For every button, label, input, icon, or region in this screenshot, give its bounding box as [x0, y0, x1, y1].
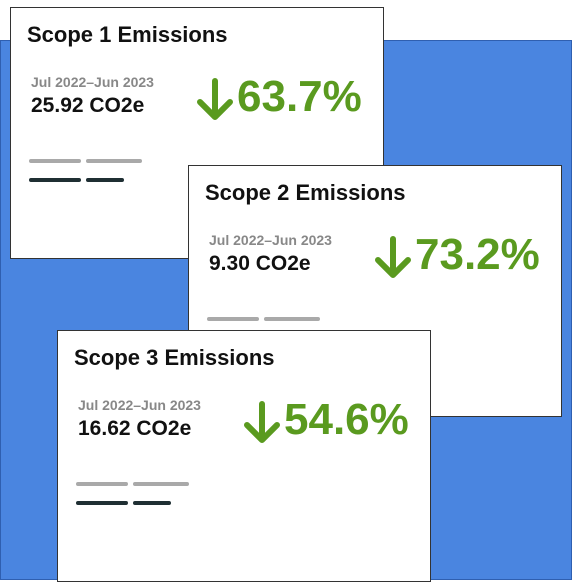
- period-label: Jul 2022–Jun 2023: [31, 74, 154, 90]
- placeholder-line: [29, 178, 81, 182]
- period-label: Jul 2022–Jun 2023: [209, 232, 332, 248]
- placeholder-line: [133, 501, 171, 505]
- metric-card: Scope 3 Emissions Jul 2022–Jun 2023 16.62 …: [57, 330, 431, 582]
- card-title: Scope 2 Emissions: [205, 180, 406, 205]
- period-label: Jul 2022–Jun 2023: [78, 397, 201, 413]
- change-percent: 63.7%: [237, 72, 362, 121]
- down-arrow-icon: [373, 236, 413, 285]
- emissions-value: 9.30 CO2e: [209, 252, 311, 275]
- down-arrow-icon: [242, 401, 282, 450]
- placeholder-line: [207, 317, 259, 321]
- change-percent: 54.6%: [284, 395, 409, 444]
- card-title: Scope 3 Emissions: [74, 345, 275, 370]
- emissions-value: 16.62 CO2e: [78, 417, 192, 440]
- placeholder-line: [76, 482, 128, 486]
- card-title: Scope 1 Emissions: [27, 22, 228, 47]
- emissions-value: 25.92 CO2e: [31, 94, 145, 117]
- placeholder-line: [86, 178, 124, 182]
- placeholder-line: [264, 317, 320, 321]
- change-percent: 73.2%: [415, 230, 540, 279]
- placeholder-line: [86, 159, 142, 163]
- down-arrow-icon: [195, 78, 235, 127]
- placeholder-line: [29, 159, 81, 163]
- placeholder-line: [76, 501, 128, 505]
- placeholder-line: [133, 482, 189, 486]
